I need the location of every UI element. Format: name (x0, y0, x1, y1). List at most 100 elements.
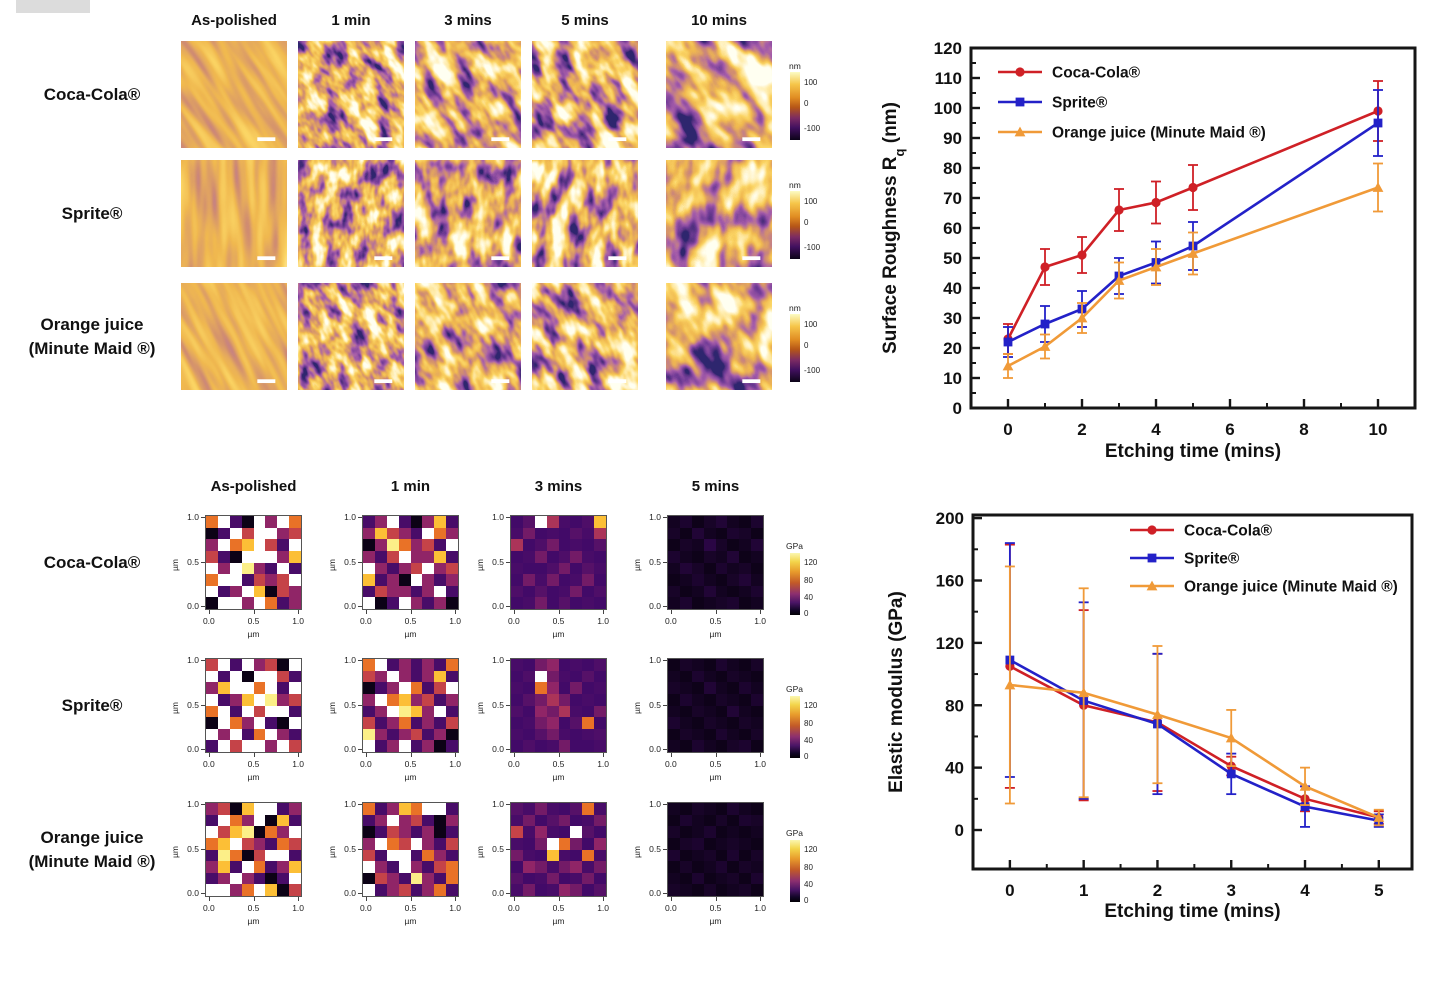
heatmap-cell (386, 740, 399, 752)
heatmap-cell (241, 728, 254, 741)
gpa-colorbar-tick-label: 0 (804, 752, 809, 762)
heatmap-cell (398, 728, 411, 741)
heatmap-cell (594, 884, 606, 896)
data-point-marker (1040, 262, 1050, 272)
y-axis-tick-label: 0 (953, 399, 962, 418)
heatmap-cell (217, 861, 230, 873)
heatmap-cell (410, 670, 423, 683)
data-point-marker (1004, 679, 1016, 690)
heatmap-cell (727, 670, 740, 683)
heatmap-x-tick-label: 1.0 (597, 759, 610, 769)
afm-column-header: 1 min (331, 12, 371, 29)
x-axis-tick-label: 2 (1153, 881, 1162, 900)
heatmap-cell (751, 717, 763, 729)
heatmap-cell (241, 803, 254, 815)
heatmap-cell (410, 814, 423, 827)
x-axis-tick-label: 4 (1300, 881, 1310, 900)
heatmap-cell (511, 728, 523, 741)
gpa-colorbar-tick-label: 40 (804, 880, 813, 890)
heatmap-y-tick-label: 0.0 (649, 601, 661, 612)
heatmap-cell (534, 539, 547, 551)
heatmap-cell (206, 884, 218, 896)
heatmap-cell (386, 705, 399, 718)
heatmap-cell (534, 693, 547, 706)
heatmap-cell (253, 728, 266, 741)
heatmap-cell (679, 550, 692, 563)
heatmap-cell (679, 574, 692, 586)
heatmap-cell (582, 717, 595, 729)
y-axis-tick-label: 0 (955, 821, 964, 840)
heatmap-cell (446, 717, 458, 729)
heatmap-cell (668, 861, 680, 873)
heatmap-cell (511, 527, 523, 540)
heatmap-cell (594, 527, 606, 540)
heatmap-cell (289, 826, 301, 838)
scale-bar (608, 379, 627, 384)
heatmap-cell (570, 659, 583, 671)
y-axis-tick-label: 120 (934, 39, 962, 58)
heatmap-cell (570, 539, 583, 551)
legend-entry: Orange juice (Minute Maid ®) (1130, 579, 1398, 596)
heatmap-cell (229, 861, 242, 873)
heatmap-cell (363, 597, 375, 609)
heatmap-cell (594, 872, 606, 885)
heatmap-cell (715, 693, 728, 706)
heatmap-cell (703, 574, 716, 586)
scale-bar (608, 256, 627, 261)
heatmap-cell (546, 861, 559, 873)
heatmap-cell (374, 849, 387, 862)
heatmap-cell (434, 527, 447, 540)
heatmap-y-tick (506, 803, 510, 805)
heatmap-cell (374, 516, 387, 528)
heatmap-y-tick-label: 0.5 (187, 556, 199, 567)
afm-image (332, 199, 604, 474)
heatmap-cell (265, 826, 278, 838)
y-axis-tick-label: 160 (936, 571, 964, 590)
chart-series (1004, 565, 1385, 827)
x-axis-tick-label: 0 (1005, 881, 1014, 900)
heatmap-x-tick-label: 0.5 (404, 759, 417, 769)
heatmap-x-tick (208, 897, 210, 901)
heatmap-cell (422, 861, 435, 873)
heatmap-cell (715, 682, 728, 694)
y-axis-tick-label: 200 (936, 509, 964, 528)
heatmap-cell (594, 585, 606, 598)
heatmap-cell (253, 516, 266, 528)
heatmap-cell (229, 574, 242, 586)
heatmap-cell (374, 562, 387, 575)
heatmap-cell (363, 550, 375, 563)
heatmap-cell (691, 705, 704, 718)
heatmap-cell (253, 803, 266, 815)
heatmap-y-axis-unit: µm (475, 701, 485, 714)
heatmap-cell (434, 837, 447, 850)
afm-image (98, 199, 370, 474)
heatmap-y-tick-label: 0.0 (187, 888, 199, 899)
heatmap-cell (434, 803, 447, 815)
heatmap-cell (715, 861, 728, 873)
heatmap-x-tick (760, 753, 762, 757)
y-axis-tick-label: 80 (943, 159, 962, 178)
heatmap-cell (727, 740, 740, 752)
heatmap-cell (534, 585, 547, 598)
heatmap-x-tick (670, 610, 672, 614)
heatmap-cell (398, 585, 411, 598)
heatmap-x-tick-label: 1.0 (449, 759, 462, 769)
heatmap-y-tick-label: 1.0 (344, 654, 356, 665)
modulus-row-label: Orange juice (Minute Maid ®) (28, 827, 156, 871)
heatmap-cell (253, 826, 266, 838)
heatmap-cell (751, 682, 763, 694)
heatmap-cell (546, 705, 559, 718)
legend-label: Coca-Cola® (1184, 523, 1273, 540)
heatmap-cell (265, 717, 278, 729)
heatmap-cell (522, 574, 535, 586)
heatmap-y-tick (506, 606, 510, 608)
heatmap-x-tick-label: 0.5 (709, 903, 722, 913)
heatmap-cell (398, 803, 411, 815)
heatmap-x-tick-label: 0.5 (404, 616, 417, 626)
x-axis-tick-label: 0 (1003, 420, 1012, 439)
heatmap-cell (703, 837, 716, 850)
heatmap-cell (715, 539, 728, 551)
x-axis-tick-label: 8 (1299, 420, 1308, 439)
heatmap-cell (398, 705, 411, 718)
heatmap-cell (422, 659, 435, 671)
